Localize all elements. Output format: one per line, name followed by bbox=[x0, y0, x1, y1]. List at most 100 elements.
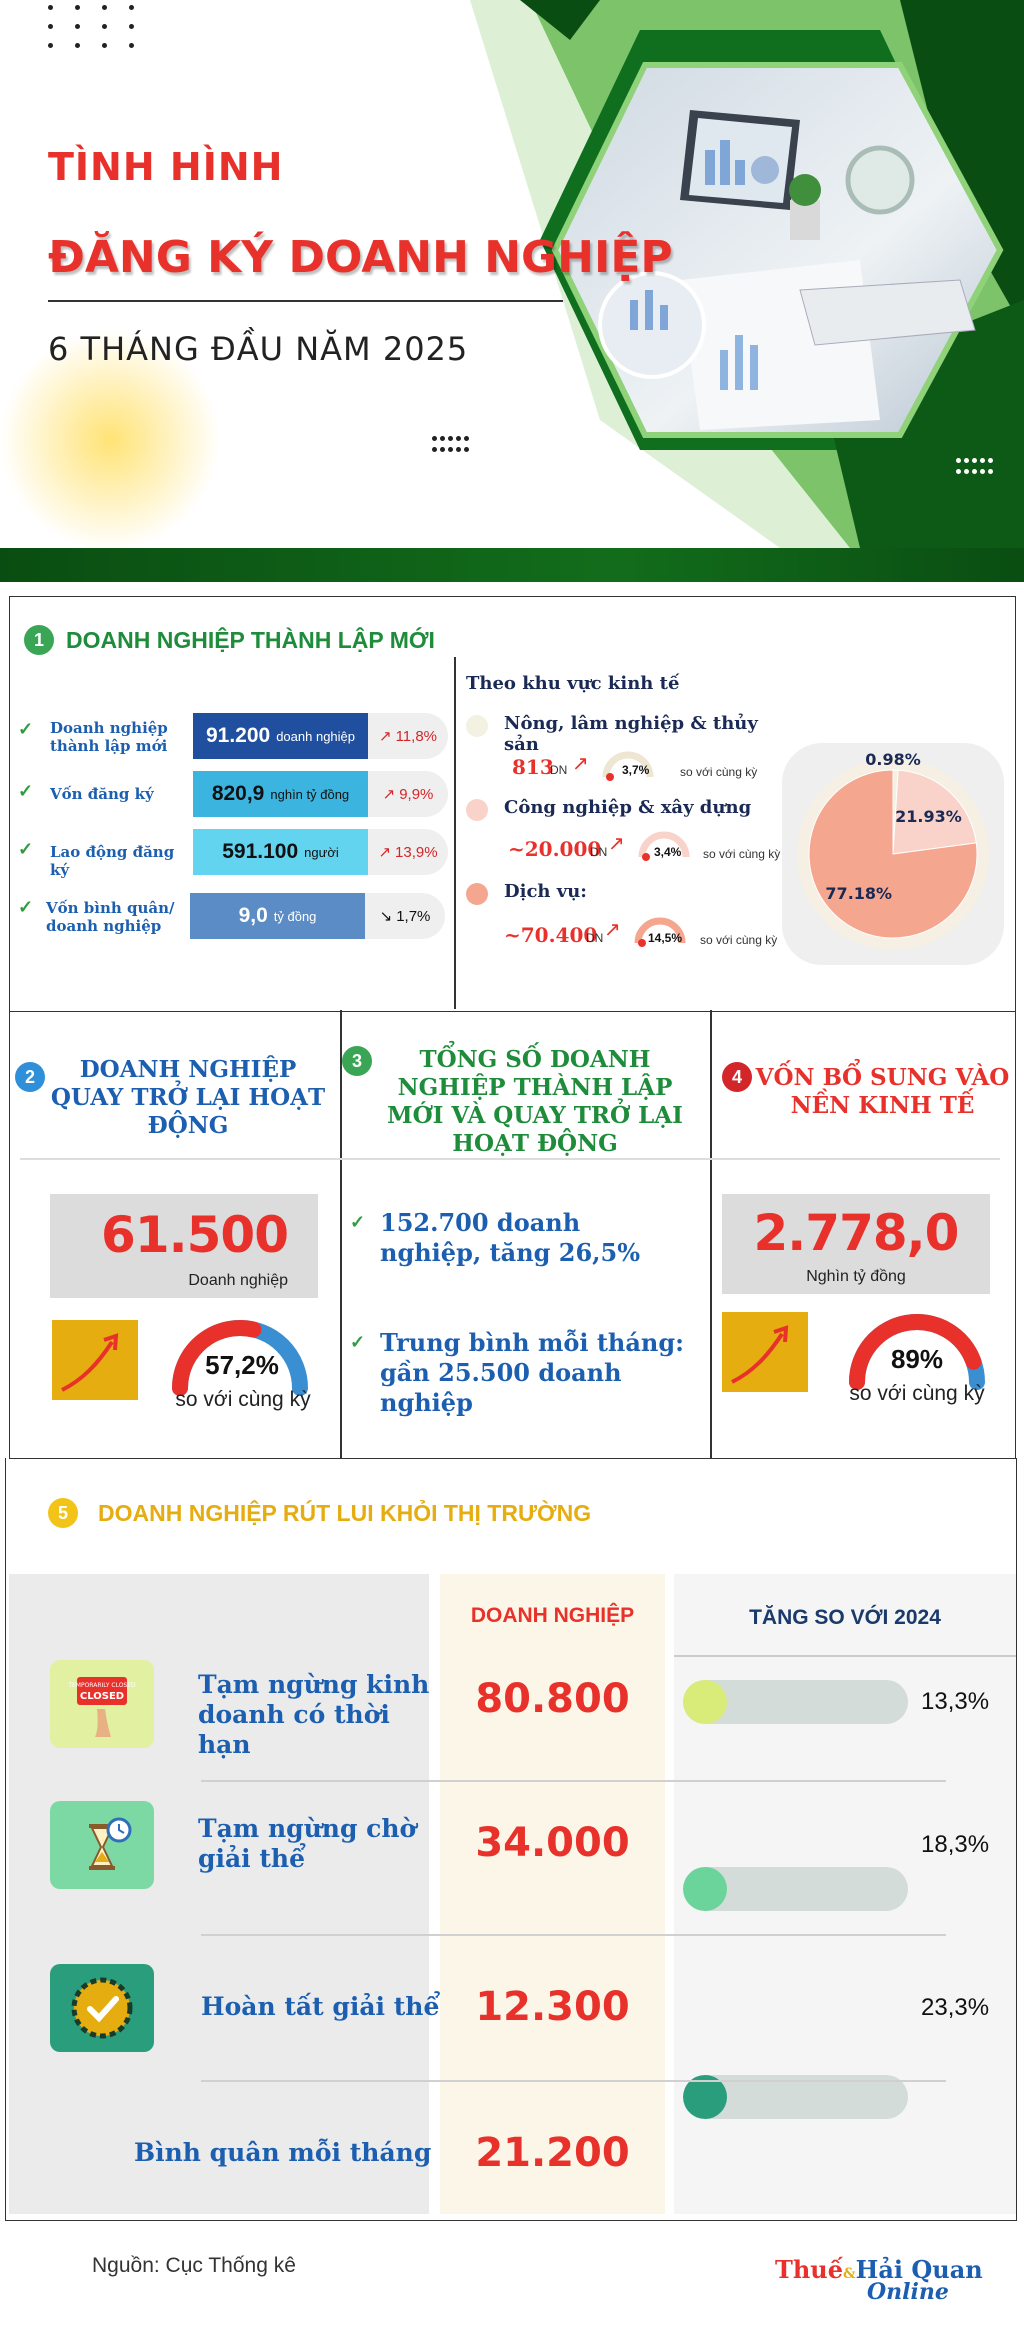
sector-mini-gauge bbox=[602, 751, 654, 781]
sector-color-dot bbox=[466, 715, 488, 737]
sector-heading: Theo khu vực kinh tế bbox=[466, 673, 680, 694]
section-1-divider bbox=[454, 657, 456, 1009]
section-3-number: 3 bbox=[342, 1046, 372, 1076]
exit-row-pct: 23,3% bbox=[921, 1994, 990, 2021]
title-line-1: TÌNH HÌNH bbox=[48, 145, 284, 189]
sector-value: 813 bbox=[512, 755, 554, 779]
metric-row: ✓ Doanh nghiệp thành lập mới 91.200 doan… bbox=[10, 713, 455, 759]
metric-label: Vốn bình quân/ doanh nghiệp bbox=[46, 899, 175, 935]
metric-row: ✓ Vốn bình quân/ doanh nghiệp 9,0 tỷ đồn… bbox=[10, 893, 455, 939]
sector-name: Công nghiệp & xây dựng bbox=[504, 797, 752, 818]
exit-row-value: 34.000 bbox=[475, 1820, 630, 1866]
exit-row-progress bbox=[683, 1867, 908, 1911]
decor-dots-white bbox=[956, 458, 993, 474]
metric-label: Vốn đăng ký bbox=[50, 785, 154, 803]
metric-change-value: 9,9% bbox=[399, 785, 434, 803]
sector-value: ~20.000 bbox=[508, 837, 602, 861]
trend-down-icon: ↘ bbox=[379, 908, 393, 925]
header-decoration bbox=[0, 0, 1024, 550]
section-2-value: 61.500 bbox=[101, 1206, 289, 1264]
section-exits: 5 DOANH NGHIỆP RÚT LUI KHỎI THỊ TRƯỜNG D… bbox=[5, 1458, 1017, 2221]
sector-color-dot bbox=[466, 799, 488, 821]
average-label: Bình quân mỗi tháng bbox=[134, 2138, 432, 2167]
decor-dots-small bbox=[432, 436, 469, 452]
sign-text: TEMPORARILY CLOSED bbox=[67, 1682, 136, 1689]
sector-unit: DN bbox=[550, 763, 568, 777]
sector-change: 3,4% bbox=[654, 845, 682, 859]
check-icon: ✓ bbox=[350, 1332, 366, 1352]
section-4-value-box: 2.778,0 Nghìn tỷ đồng bbox=[722, 1194, 990, 1294]
brand-amp: & bbox=[843, 2266, 856, 2282]
brand-part-2: Hải Quan bbox=[855, 2255, 983, 2284]
check-icon: ✓ bbox=[350, 1212, 366, 1232]
row-divider bbox=[201, 2080, 946, 2082]
pie-label: 77.18% bbox=[825, 884, 892, 903]
exit-row-progress bbox=[683, 2075, 908, 2119]
exit-row-value: 12.300 bbox=[475, 1984, 630, 2030]
header-underline bbox=[20, 1158, 1000, 1160]
exit-row-value: 80.800 bbox=[475, 1676, 630, 1722]
section-4-gauge-value: 89% bbox=[890, 1344, 944, 1374]
trend-up-icon: ↗ bbox=[604, 919, 621, 941]
section-2-title: DOANH NGHIỆP QUAY TRỞ LẠI HOẠT ĐỘNG bbox=[50, 1056, 326, 1139]
metric-row: ✓ Vốn đăng ký 820,9 nghìn tỷ đồng ↗ 9,9% bbox=[10, 771, 455, 817]
row-divider bbox=[201, 1934, 946, 1936]
metric-change-value: 13,9% bbox=[395, 843, 438, 861]
metric-value-bar: 820,9 nghìn tỷ đồng bbox=[193, 771, 368, 817]
brand-logo[interactable]: Thuế&Hải Quan Online bbox=[775, 2255, 983, 2305]
metric-value: 91.200 bbox=[205, 724, 271, 747]
trend-up-icon: ↗ bbox=[608, 833, 625, 855]
section-3-title: TỔNG SỐ DOANH NGHIỆP THÀNH LẬP MỚI VÀ QU… bbox=[387, 1046, 683, 1157]
row-divider bbox=[201, 1780, 946, 1782]
section-2-gauge-value: 57,2% bbox=[205, 1350, 279, 1380]
check-icon: ✓ bbox=[18, 781, 34, 801]
decor-dots bbox=[48, 5, 134, 48]
section-4-number: 4 bbox=[722, 1062, 752, 1092]
section-4-compare: so với cùng kỳ bbox=[849, 1382, 985, 1405]
metric-value: 9,0 bbox=[238, 904, 268, 927]
section-3-line-2: Trung bình mỗi tháng: gần 25.500 doanh n… bbox=[380, 1328, 684, 1417]
sector-pie-chart: 0.98% 21.93% 77.18% bbox=[797, 750, 989, 950]
section-4-gauge bbox=[849, 1314, 985, 1390]
trend-up-icon: ↗ bbox=[382, 786, 396, 803]
growth-arrow-icon bbox=[722, 1312, 808, 1392]
section-1-title: DOANH NGHIỆP THÀNH LẬP MỚI bbox=[66, 627, 435, 653]
sector-item: Công nghiệp & xây dựng ~20.000 DN ↗ 3,4%… bbox=[466, 797, 786, 867]
section-2-value-box: 61.500 Doanh nghiệp bbox=[50, 1194, 318, 1298]
sector-change: 14,5% bbox=[648, 931, 683, 945]
sector-change: 3,7% bbox=[622, 763, 650, 777]
trend-up-icon: ↗ bbox=[379, 728, 392, 745]
metric-row: ✓ Lao động đăng ký 591.100 người ↗ 13,9% bbox=[10, 829, 455, 879]
metric-change: ↗ 11,8% bbox=[368, 713, 448, 759]
pie-label: 21.93% bbox=[895, 807, 962, 826]
sector-item: Nông, lâm nghiệp & thủy sản 813 DN ↗ 3,7… bbox=[466, 713, 786, 783]
sector-mini-gauge bbox=[638, 831, 690, 861]
sector-item: Dịch vụ: ~70.400 DN ↗ 14,5% so với cùng … bbox=[466, 881, 786, 951]
sector-mini-gauge bbox=[634, 917, 686, 947]
header-band bbox=[0, 548, 1024, 582]
section-3-line-1: 152.700 doanh nghiệp, tăng 26,5% bbox=[380, 1208, 641, 1267]
column-header-increase: TĂNG SO VỚI 2024 bbox=[749, 1606, 941, 1629]
divider-2-3 bbox=[340, 1010, 342, 1458]
title-divider bbox=[48, 300, 563, 302]
section-5-title: DOANH NGHIỆP RÚT LUI KHỎI THỊ TRƯỜNG bbox=[98, 1500, 592, 1526]
metric-change: ↗ 9,9% bbox=[368, 771, 448, 817]
sector-unit: DN bbox=[590, 845, 608, 859]
metric-value: 591.100 bbox=[222, 840, 299, 863]
section-4-unit: Nghìn tỷ đồng bbox=[806, 1268, 906, 1285]
section-2-unit: Doanh nghiệp bbox=[188, 1272, 288, 1289]
completed-check-icon bbox=[50, 1964, 154, 2052]
exit-row-pct: 18,3% bbox=[921, 1831, 990, 1858]
title-line-3: 6 THÁNG ĐẦU NĂM 2025 bbox=[48, 330, 469, 368]
sector-name: Dịch vụ: bbox=[504, 881, 587, 902]
svg-text:CLOSED: CLOSED bbox=[80, 1691, 124, 1702]
sector-value: ~70.400 bbox=[504, 923, 598, 947]
metric-value-bar: 591.100 người bbox=[193, 829, 368, 875]
metric-change-value: 11,8% bbox=[395, 727, 437, 745]
exit-row-label: Tạm ngừng chờ giải thể bbox=[198, 1814, 417, 1873]
average-value: 21.200 bbox=[475, 2130, 630, 2176]
exit-row-progress bbox=[683, 1680, 908, 1724]
exit-row-label: Tạm ngừng kinh doanh có thời hạn bbox=[198, 1670, 430, 1759]
metric-change: ↗ 13,9% bbox=[368, 829, 448, 875]
progress-fill bbox=[683, 1867, 727, 1911]
